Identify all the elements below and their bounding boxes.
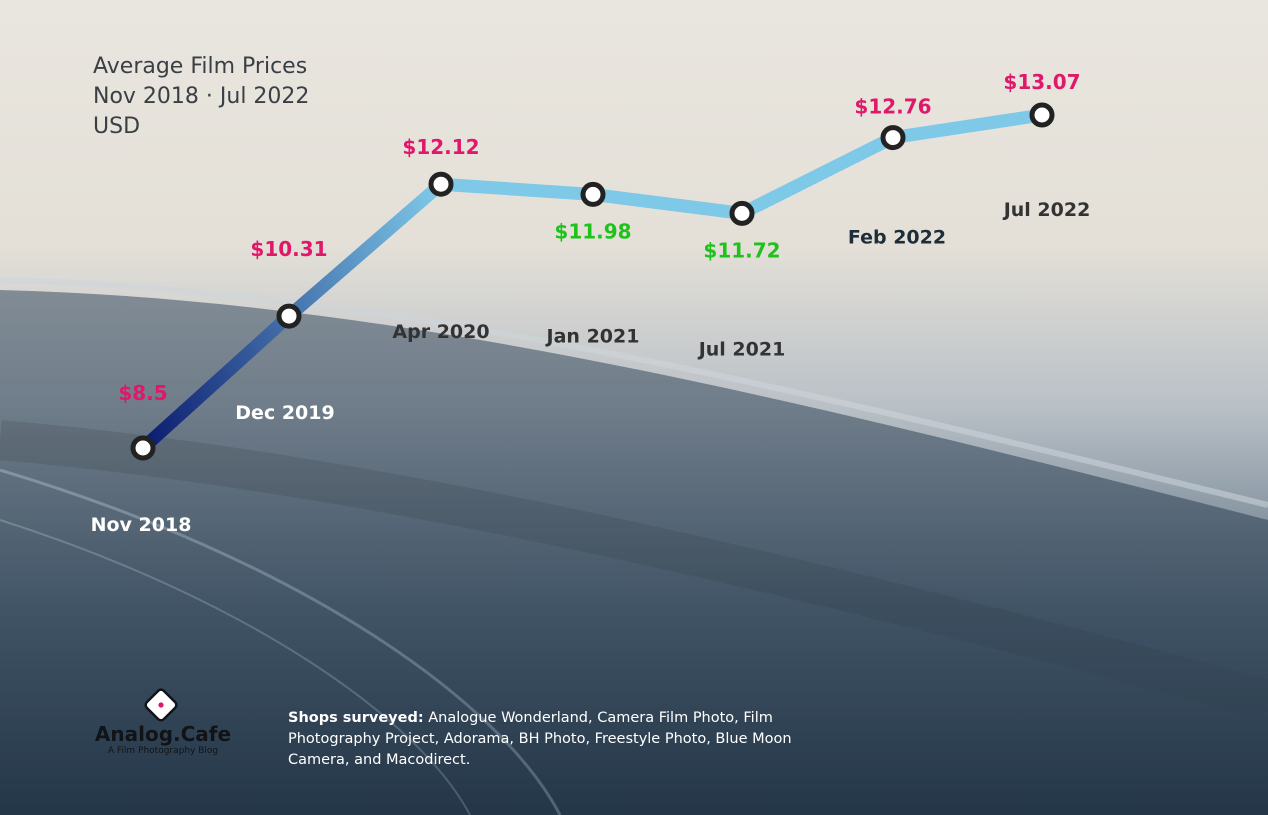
x-tick-label: Nov 2018 bbox=[91, 514, 192, 536]
data-point-marker bbox=[130, 435, 156, 461]
shops-surveyed-note: Shops surveyed: Analogue Wonderland, Cam… bbox=[288, 708, 808, 771]
brand-tagline: A Film Photography Blog bbox=[107, 746, 219, 756]
x-tick-label: Jul 2022 bbox=[1002, 199, 1091, 221]
data-value-label: $11.72 bbox=[703, 238, 780, 262]
film-strip-decoration bbox=[0, 277, 1268, 815]
data-point-marker bbox=[729, 200, 755, 226]
x-tick-label: Feb 2022 bbox=[848, 227, 946, 249]
x-tick-label: Jul 2021 bbox=[697, 338, 786, 360]
chart-subtitle: Nov 2018 · Jul 2022 bbox=[93, 84, 310, 109]
value-labels: $8.5 $10.31 $12.12 $11.98 $11.72 $12.76 $13.07 bbox=[118, 70, 1080, 405]
shops-list: Analogue Wonderland, Camera Film Photo, … bbox=[288, 710, 792, 768]
chart-unit: USD bbox=[93, 114, 141, 139]
chart-title: Average Film Prices bbox=[93, 54, 308, 79]
x-tick-label: Apr 2020 bbox=[392, 321, 489, 343]
brand-block[interactable]: Analog.Cafe A Film Photography Blog bbox=[88, 684, 238, 756]
brand-name: Analog.Cafe bbox=[94, 722, 232, 746]
shops-label: Shops surveyed: bbox=[288, 710, 424, 726]
data-point-marker bbox=[880, 125, 906, 151]
data-value-label: $13.07 bbox=[1003, 70, 1080, 94]
data-point-marker bbox=[1029, 102, 1055, 128]
data-value-label: $12.12 bbox=[402, 135, 479, 159]
data-markers bbox=[130, 102, 1055, 461]
data-point-marker bbox=[428, 171, 454, 197]
data-value-label: $8.5 bbox=[118, 381, 167, 405]
data-value-label: $10.31 bbox=[250, 237, 327, 261]
x-tick-labels: Nov 2018 Dec 2019 Apr 2020 Jan 2021 Jul 2021… bbox=[91, 199, 1091, 536]
x-tick-label: Dec 2019 bbox=[235, 402, 334, 424]
diamond-logo-icon bbox=[144, 688, 178, 722]
data-point-marker bbox=[580, 181, 606, 207]
data-point-marker bbox=[276, 303, 302, 329]
data-value-label: $12.76 bbox=[854, 95, 931, 119]
x-tick-label: Jan 2021 bbox=[545, 325, 640, 347]
plot-area: $8.5 $10.31 $12.12 $11.98 $11.72 $12.76 $13.07… bbox=[91, 70, 1091, 536]
data-value-label: $11.98 bbox=[554, 219, 631, 243]
